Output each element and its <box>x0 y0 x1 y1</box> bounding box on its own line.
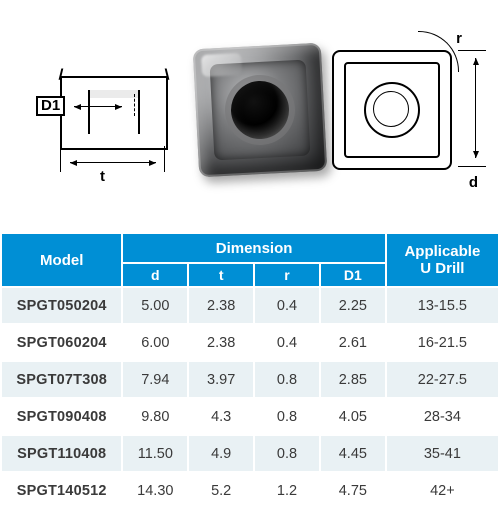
table-header: Model Dimension Applicable U Drill d t r… <box>1 233 499 287</box>
cell-t: 3.97 <box>188 361 254 398</box>
label-t: t <box>100 168 105 185</box>
cell-D1: 2.85 <box>320 361 386 398</box>
cell-d: 9.80 <box>122 398 188 435</box>
cell-model: SPGT07T308 <box>1 361 122 398</box>
table-row: SPGT14051214.305.21.24.7542+ <box>1 472 499 509</box>
cell-model: SPGT060204 <box>1 324 122 361</box>
cell-r: 1.2 <box>254 472 320 509</box>
header-udrill-line1: Applicable <box>404 243 480 260</box>
table-row: SPGT0502045.002.380.42.2513-15.5 <box>1 287 499 324</box>
cell-model: SPGT140512 <box>1 472 122 509</box>
cell-t: 4.3 <box>188 398 254 435</box>
side-view-diagram: D1 t <box>34 58 184 188</box>
dim-d-arrow <box>475 58 476 158</box>
cell-r: 0.4 <box>254 324 320 361</box>
cell-udrill: 16-21.5 <box>386 324 499 361</box>
label-d1: D1 <box>36 96 65 116</box>
cell-udrill: 42+ <box>386 472 499 509</box>
dim-t-extension <box>164 146 165 172</box>
spec-table: Model Dimension Applicable U Drill d t r… <box>0 232 500 510</box>
header-udrill-line2: U Drill <box>420 260 464 277</box>
header-udrill: Applicable U Drill <box>386 233 499 287</box>
dim-d1-extension <box>88 94 89 116</box>
header-dimension: Dimension <box>122 233 385 263</box>
dim-t-extension <box>60 146 61 172</box>
cell-d: 14.30 <box>122 472 188 509</box>
dim-d1-arrow <box>74 106 122 107</box>
cell-t: 2.38 <box>188 324 254 361</box>
cell-r: 0.8 <box>254 398 320 435</box>
front-view-diagram: r d <box>324 30 474 210</box>
label-r: r <box>456 30 462 47</box>
cell-d: 5.00 <box>122 287 188 324</box>
header-sub-r: r <box>254 263 320 287</box>
illustration-area: D1 t r d <box>0 0 500 232</box>
cell-r: 0.8 <box>254 361 320 398</box>
header-sub-t: t <box>188 263 254 287</box>
cell-t: 2.38 <box>188 287 254 324</box>
insert-highlight <box>201 53 242 77</box>
cell-D1: 4.05 <box>320 398 386 435</box>
cell-d: 11.50 <box>122 435 188 472</box>
table-body: SPGT0502045.002.380.42.2513-15.5SPGT0602… <box>1 287 499 509</box>
cell-udrill: 22-27.5 <box>386 361 499 398</box>
header-row-top: Model Dimension Applicable U Drill <box>1 233 499 263</box>
cell-model: SPGT050204 <box>1 287 122 324</box>
cell-t: 5.2 <box>188 472 254 509</box>
table-row: SPGT0904089.804.30.84.0528-34 <box>1 398 499 435</box>
cell-d: 7.94 <box>122 361 188 398</box>
cell-r: 0.8 <box>254 435 320 472</box>
front-hole-inner <box>373 91 409 127</box>
cell-d: 6.00 <box>122 324 188 361</box>
header-model: Model <box>1 233 122 287</box>
cell-udrill: 35-41 <box>386 435 499 472</box>
cell-r: 0.4 <box>254 287 320 324</box>
cell-udrill: 28-34 <box>386 398 499 435</box>
corner-radius-leader: r <box>418 36 464 72</box>
cell-udrill: 13-15.5 <box>386 287 499 324</box>
dim-d-extension <box>458 166 486 167</box>
cell-t: 4.9 <box>188 435 254 472</box>
header-sub-d: d <box>122 263 188 287</box>
side-bore <box>88 90 140 134</box>
cell-D1: 4.45 <box>320 435 386 472</box>
product-spec-card: D1 t r d <box>0 0 500 500</box>
table-row: SPGT07T3087.943.970.82.8522-27.5 <box>1 361 499 398</box>
insert-photo <box>186 36 333 183</box>
table-row: SPGT11040811.504.90.84.4535-41 <box>1 435 499 472</box>
dim-d-extension <box>458 50 486 51</box>
r-arc <box>418 31 459 72</box>
header-sub-d1: D1 <box>320 263 386 287</box>
table-row: SPGT0602046.002.380.42.6116-21.5 <box>1 324 499 361</box>
cell-D1: 2.25 <box>320 287 386 324</box>
cell-model: SPGT110408 <box>1 435 122 472</box>
dim-d1-extension <box>134 94 135 116</box>
cell-D1: 4.75 <box>320 472 386 509</box>
cell-model: SPGT090408 <box>1 398 122 435</box>
dim-t-arrow <box>70 162 156 163</box>
label-d: d <box>469 174 478 191</box>
cell-D1: 2.61 <box>320 324 386 361</box>
